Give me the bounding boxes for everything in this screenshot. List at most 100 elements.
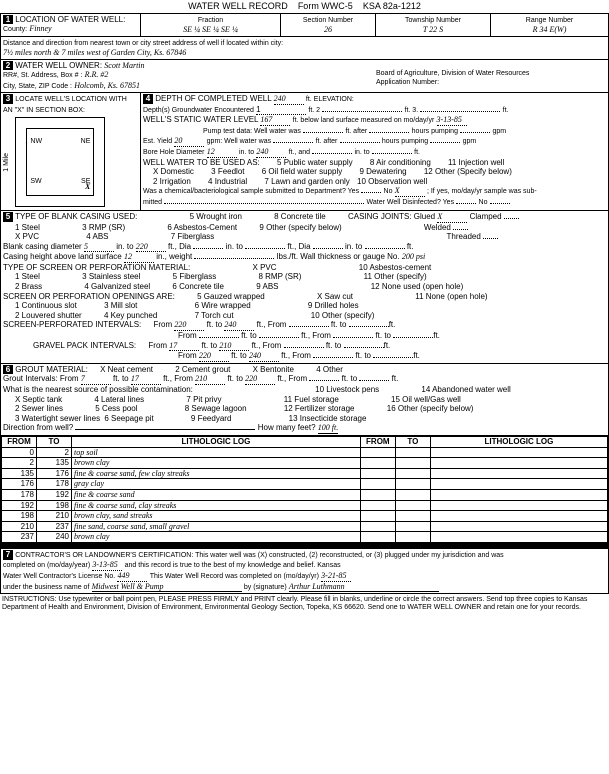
s9: 9 ABS bbox=[256, 282, 278, 291]
litho-cell: 237 bbox=[37, 521, 72, 532]
busname: Midwest Well & Pump bbox=[92, 582, 242, 593]
mile-label: 1 Mile bbox=[3, 153, 11, 172]
gfrom1: From bbox=[148, 341, 167, 350]
nox: No bbox=[479, 199, 488, 206]
o11: 11 None (open hole) bbox=[415, 292, 487, 301]
gpf2: 220 bbox=[199, 351, 229, 362]
ft: ft. bbox=[407, 242, 414, 251]
dirv bbox=[75, 429, 255, 430]
form-container: 1 LOCATION OF WATER WELL: County: Finney… bbox=[0, 13, 609, 594]
u-pub: 5 Public water supply bbox=[277, 158, 353, 167]
litho-cell bbox=[430, 511, 607, 522]
dist-label: Distance and direction from nearest town… bbox=[3, 40, 283, 47]
s2: 2 Brass bbox=[15, 282, 42, 291]
section-6: 6 GROUT MATERIAL: X Neat cement 2 Cement… bbox=[1, 364, 608, 436]
litho-cell bbox=[360, 511, 395, 522]
pv3 bbox=[460, 132, 490, 133]
gt3 bbox=[359, 380, 389, 381]
c8: 8 Concrete tile bbox=[274, 212, 326, 221]
section-1-row2: Distance and direction from nearest town… bbox=[1, 37, 608, 60]
sec6-label: GROUT MATERIAL: bbox=[15, 365, 88, 374]
litho-row: 192198fine & coarse sand, clay streaks bbox=[2, 500, 608, 511]
gend: ft. bbox=[392, 374, 399, 383]
after1: ft. after bbox=[345, 128, 367, 135]
litho-cell: 240 bbox=[37, 532, 72, 543]
s10: 10 Asbestos-cement bbox=[359, 263, 431, 272]
gpt4 bbox=[373, 357, 413, 358]
litho-cell: fine & coarse sand bbox=[72, 489, 361, 500]
litho-cell: 198 bbox=[37, 500, 72, 511]
township-val: T 22 S bbox=[423, 25, 443, 34]
gpt1: 210 bbox=[219, 341, 249, 352]
yield-label: Est. Yield bbox=[143, 138, 172, 145]
sec5-label: TYPE OF BLANK CASING USED: bbox=[15, 212, 137, 221]
litho-cell bbox=[395, 468, 430, 479]
bv2 bbox=[372, 153, 412, 154]
gftfrom1: ft., From bbox=[252, 341, 282, 350]
o4: 4 Key punched bbox=[104, 311, 157, 320]
section-box: NW NE SW SE X bbox=[15, 117, 105, 207]
section-1-row1: 1 LOCATION OF WATER WELL: County: Finney… bbox=[1, 14, 608, 37]
to3: ft. to bbox=[241, 331, 257, 340]
use-label: WELL WATER TO BE USED AS: bbox=[143, 158, 260, 167]
licno: 449 bbox=[117, 571, 147, 582]
ftfrom2: ft., From bbox=[301, 331, 331, 340]
bus: under the business name of bbox=[3, 584, 89, 591]
township-label: Township Number bbox=[405, 17, 461, 24]
rest: and this record is true to the best of m… bbox=[125, 562, 341, 569]
litho-cell: 0 bbox=[2, 447, 37, 458]
gpf4 bbox=[313, 357, 353, 358]
litho-cell bbox=[395, 532, 430, 543]
litho-row: 210237fine sand, coarse sand, small grav… bbox=[2, 521, 608, 532]
height: Casing height above land surface bbox=[3, 252, 122, 261]
u-oth: 12 Other (Specify below) bbox=[424, 167, 512, 176]
c5: 5 Wrought iron bbox=[190, 212, 242, 221]
litho-row: 176178gray clay bbox=[2, 479, 608, 490]
app-label: Application Number: bbox=[376, 79, 439, 86]
c2: X PVC bbox=[15, 232, 39, 241]
litho-row: 237240brown clay bbox=[2, 532, 608, 543]
city-val: Holcomb, Ks. 67851 bbox=[74, 81, 140, 90]
jc bbox=[504, 218, 519, 219]
litho-cell: brown clay bbox=[72, 458, 361, 469]
litho-header-3: FROM bbox=[360, 436, 395, 447]
c15c: 15 Oil well/Gas well bbox=[391, 395, 461, 404]
ftdia2: ft., Dia bbox=[287, 242, 310, 251]
spf2 bbox=[289, 326, 329, 327]
s11: 11 Other (specify) bbox=[364, 272, 427, 281]
litho-cell bbox=[360, 479, 395, 490]
sw: SW bbox=[30, 178, 41, 186]
u-obs: 10 Observation well bbox=[357, 177, 427, 186]
litho-header-4: TO bbox=[395, 436, 430, 447]
c13c: 13 Insecticide storage bbox=[289, 414, 367, 423]
gw2: ft. 2 bbox=[308, 107, 320, 114]
pump-label: Pump test data: Well water was bbox=[203, 128, 301, 135]
litho-cell: 176 bbox=[2, 479, 37, 490]
jw bbox=[453, 229, 468, 230]
into: in. to bbox=[116, 242, 133, 251]
welded: Welded bbox=[424, 223, 451, 232]
section-val: 26 bbox=[324, 25, 332, 34]
litho-cell: 210 bbox=[37, 511, 72, 522]
section-label: Section Number bbox=[303, 17, 353, 24]
c4c: 4 Lateral lines bbox=[94, 395, 144, 404]
litho-cell bbox=[395, 479, 430, 490]
contam: What is the nearest source of possible c… bbox=[3, 385, 193, 394]
sec6-num: 6 bbox=[3, 365, 13, 375]
litho-row: 198210brown clay, sand streaks bbox=[2, 511, 608, 522]
gto4: ft. to bbox=[355, 351, 371, 360]
hrs2: hours pumping bbox=[382, 138, 428, 145]
gto3: ft. to bbox=[342, 374, 358, 383]
litho-row: 135176fine & coarse sand, few clay strea… bbox=[2, 468, 608, 479]
threaded: Threaded bbox=[447, 232, 481, 241]
litho-cell bbox=[360, 532, 395, 543]
litho-header-5: LITHOLOGIC LOG bbox=[430, 436, 607, 447]
section-3-4: 3 LOCATE WELL'S LOCATION WITH AN "X" IN … bbox=[1, 93, 608, 211]
litho-row: 02top soil bbox=[2, 447, 608, 458]
litho-table: FROMTOLITHOLOGIC LOGFROMTOLITHOLOGIC LOG… bbox=[1, 436, 608, 549]
yv2 bbox=[340, 142, 380, 143]
litho-cell: fine & coarse sand, few clay streaks bbox=[72, 468, 361, 479]
x-mark: X bbox=[85, 182, 90, 192]
gto2: ft. to bbox=[227, 374, 243, 383]
depth: 240 bbox=[274, 94, 304, 105]
